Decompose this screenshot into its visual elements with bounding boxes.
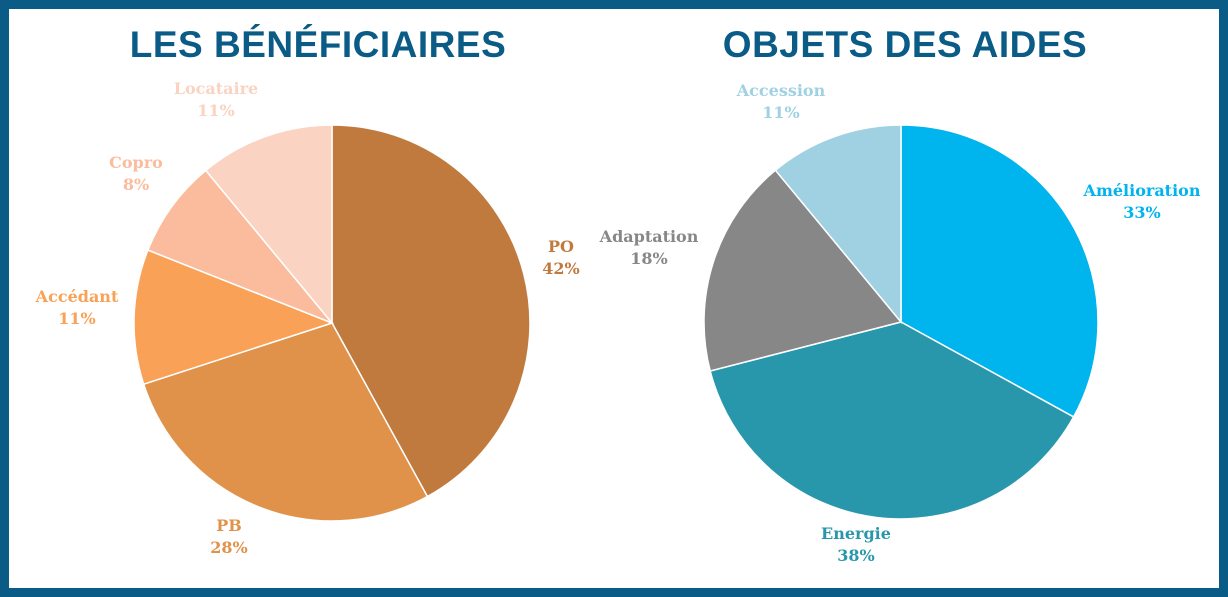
slice-label-amelioration: Amélioration 33% [1083, 181, 1201, 222]
pie-objets-des-aides: Amélioration 33% Energie 38% Adaptation 18% Ac… [599, 81, 1201, 565]
slice-label-po: PO 42% [542, 237, 579, 278]
slice-label-accession: Accession 11% [736, 81, 826, 122]
slice-name-po: PO [548, 237, 574, 256]
pie-slice-accession [774, 124, 902, 325]
slice-name-locataire: Locataire [174, 79, 258, 98]
pie-slice-adaptation [703, 169, 903, 372]
slice-label-energie: Energie 38% [821, 524, 891, 565]
pie-slice-locataire [204, 124, 333, 326]
chart-title-objets: OBJETS DES AIDES [722, 24, 1088, 65]
slice-name-energie: Energie [821, 524, 891, 543]
slice-name-accedant: Accédant [35, 287, 119, 306]
slice-label-copro: Copro 8% [109, 153, 163, 194]
slice-value-accedant: 11% [58, 309, 95, 328]
slice-value-po: 42% [542, 259, 579, 278]
slice-value-energie: 38% [837, 546, 874, 565]
chart-title-beneficiaires: LES BÉNÉFICIAIRES [129, 24, 507, 65]
slice-name-pb: PB [216, 516, 242, 535]
slice-value-pb: 28% [210, 538, 247, 557]
slice-label-pb: PB 28% [210, 516, 247, 557]
pie-slice-copro [146, 169, 333, 324]
pie-slice-po [331, 124, 531, 498]
slice-name-accession: Accession [736, 81, 826, 100]
pie-slice-energie [709, 321, 1075, 520]
slice-value-copro: 8% [123, 175, 149, 194]
pie-beneficiaires: PO 42% PB 28% Accédant 11% Copro 8% Locataire 11% [35, 79, 580, 557]
slice-name-amelioration: Amélioration [1083, 181, 1201, 200]
slice-value-adaptation: 18% [630, 249, 667, 268]
slice-label-locataire: Locataire 11% [174, 79, 258, 120]
slice-value-accession: 11% [762, 103, 799, 122]
slice-value-amelioration: 33% [1123, 203, 1160, 222]
slice-label-accedant: Accédant 11% [35, 287, 119, 328]
slice-name-adaptation: Adaptation [599, 227, 699, 246]
pie-slice-pb [142, 322, 429, 522]
slice-name-copro: Copro [109, 153, 163, 172]
pie-slice-accedant [133, 249, 335, 386]
slice-label-adaptation: Adaptation 18% [599, 227, 699, 268]
pie-slice-amelioration [900, 124, 1099, 418]
slice-value-locataire: 11% [197, 101, 234, 120]
